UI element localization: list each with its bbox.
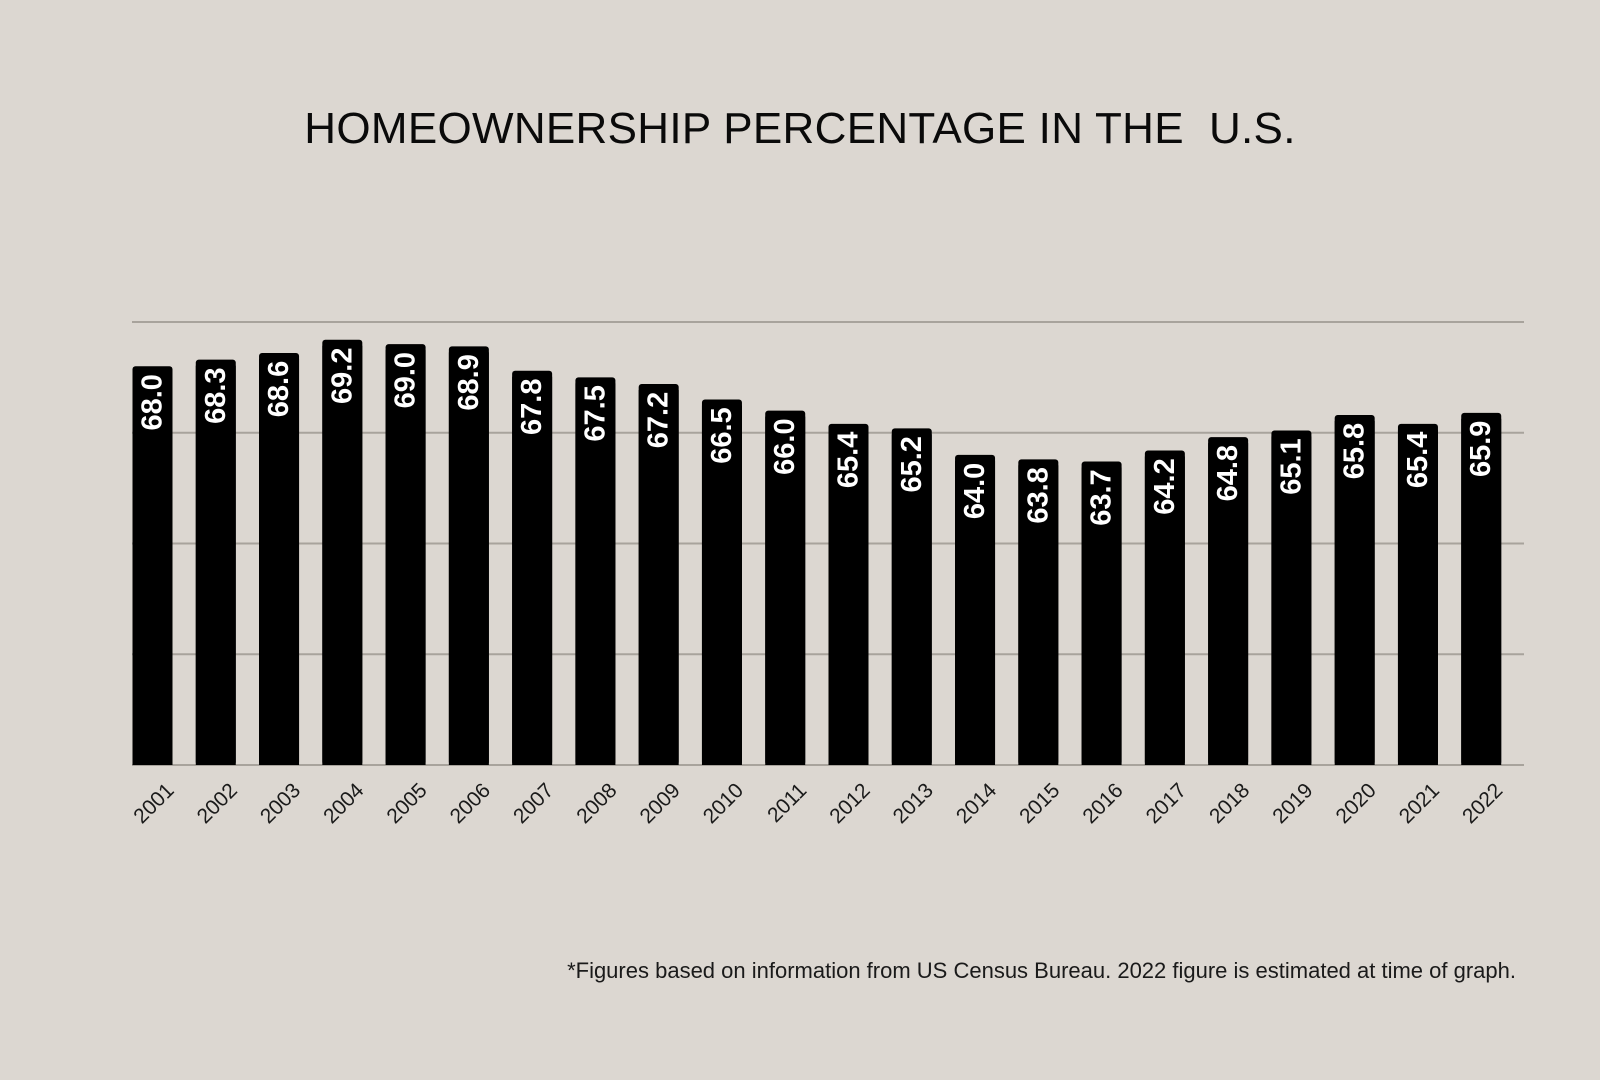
chart-title: HOMEOWNERSHIP PERCENTAGE IN THE U.S. bbox=[304, 104, 1296, 153]
x-tick-label: 2010 bbox=[699, 779, 748, 828]
bar-body-2004 bbox=[322, 345, 363, 765]
x-tick-label: 2009 bbox=[636, 779, 685, 828]
bar-value-label: 69.2 bbox=[326, 347, 358, 403]
bar-value-label: 65.8 bbox=[1339, 423, 1371, 479]
x-tick-label: 2014 bbox=[952, 779, 1002, 829]
x-tick-label: 2003 bbox=[256, 779, 305, 828]
x-tick-label: 2022 bbox=[1458, 779, 1507, 828]
bar-value-label: 66.0 bbox=[769, 418, 801, 474]
bar-body-2008 bbox=[575, 383, 616, 765]
bar-body-2016 bbox=[1081, 467, 1122, 765]
bar-value-label: 63.8 bbox=[1022, 467, 1054, 523]
bar-value-label: 64.8 bbox=[1212, 445, 1244, 501]
x-tick-labels: 2001 2002 2003 2004 2005 2006 2007 2008 2009 2010… bbox=[129, 779, 1507, 829]
x-tick-label: 2006 bbox=[446, 779, 495, 828]
bar-value-label: 65.2 bbox=[896, 436, 928, 492]
bar-value-label: 65.1 bbox=[1275, 438, 1307, 494]
bar-body-2019 bbox=[1271, 436, 1312, 765]
bar-body-2007 bbox=[512, 376, 553, 765]
x-tick-label: 2012 bbox=[825, 779, 874, 828]
x-tick-label: 2021 bbox=[1395, 779, 1444, 828]
bar-value-label: 67.8 bbox=[516, 379, 548, 435]
bar-value-label: 67.2 bbox=[643, 392, 675, 448]
bar-body-2022 bbox=[1461, 418, 1502, 765]
bar-body-2002 bbox=[195, 365, 236, 765]
bar-body-2013 bbox=[891, 434, 932, 765]
bar-body-2010 bbox=[701, 405, 742, 765]
x-tick-label: 2007 bbox=[509, 779, 558, 828]
bar-value-labels: 68.0 68.3 68.6 69.2 69.0 68.9 67.8 67.5 67.2 66.5… bbox=[137, 347, 1498, 525]
x-tick-label: 2015 bbox=[1015, 779, 1064, 828]
bar-body-2012 bbox=[828, 429, 869, 765]
bar-value-label: 65.4 bbox=[1402, 432, 1434, 488]
x-tick-label: 2017 bbox=[1142, 779, 1191, 828]
bar-value-label: 64.2 bbox=[1149, 458, 1181, 514]
bar-value-label: 66.5 bbox=[706, 407, 738, 463]
bar-body-2020 bbox=[1334, 421, 1375, 765]
bar-value-label: 67.5 bbox=[579, 385, 611, 441]
x-tick-label: 2018 bbox=[1205, 779, 1254, 828]
x-tick-label: 2019 bbox=[1268, 779, 1317, 828]
x-tick-label: 2008 bbox=[572, 779, 621, 828]
bar-value-label: 65.9 bbox=[1465, 421, 1497, 477]
bar-value-label: 68.3 bbox=[200, 367, 232, 423]
bars bbox=[132, 339, 1502, 765]
bar-body-2001 bbox=[132, 372, 173, 765]
bar-body-2005 bbox=[385, 350, 426, 765]
bar-value-label: 68.0 bbox=[137, 374, 169, 430]
bar-value-label: 65.4 bbox=[833, 432, 865, 488]
x-tick-label: 2016 bbox=[1078, 779, 1127, 828]
bar-body-2021 bbox=[1397, 429, 1438, 765]
x-tick-label: 2001 bbox=[129, 779, 178, 828]
x-tick-label: 2020 bbox=[1332, 779, 1381, 828]
bar-body-2006 bbox=[448, 352, 489, 765]
bar-body-2014 bbox=[955, 460, 996, 765]
x-tick-label: 2002 bbox=[193, 779, 242, 828]
bar-value-label: 68.6 bbox=[263, 361, 295, 417]
x-tick-label: 2005 bbox=[382, 779, 431, 828]
bar-body-2018 bbox=[1208, 443, 1249, 765]
bar-body-2009 bbox=[638, 390, 679, 765]
bar-value-label: 69.0 bbox=[390, 352, 422, 408]
bar-body-2015 bbox=[1018, 465, 1059, 765]
x-tick-label: 2004 bbox=[319, 779, 369, 829]
bar-body-2017 bbox=[1144, 456, 1185, 765]
bar-value-label: 68.9 bbox=[453, 354, 485, 410]
bar-value-label: 63.7 bbox=[1086, 469, 1118, 525]
source-footnote: *Figures based on information from US Ce… bbox=[567, 958, 1516, 983]
bar-body-2003 bbox=[259, 359, 300, 765]
bar-body-2011 bbox=[765, 416, 806, 765]
x-tick-label: 2011 bbox=[763, 779, 811, 827]
bar-value-label: 64.0 bbox=[959, 463, 991, 519]
x-tick-label: 2013 bbox=[889, 779, 938, 828]
